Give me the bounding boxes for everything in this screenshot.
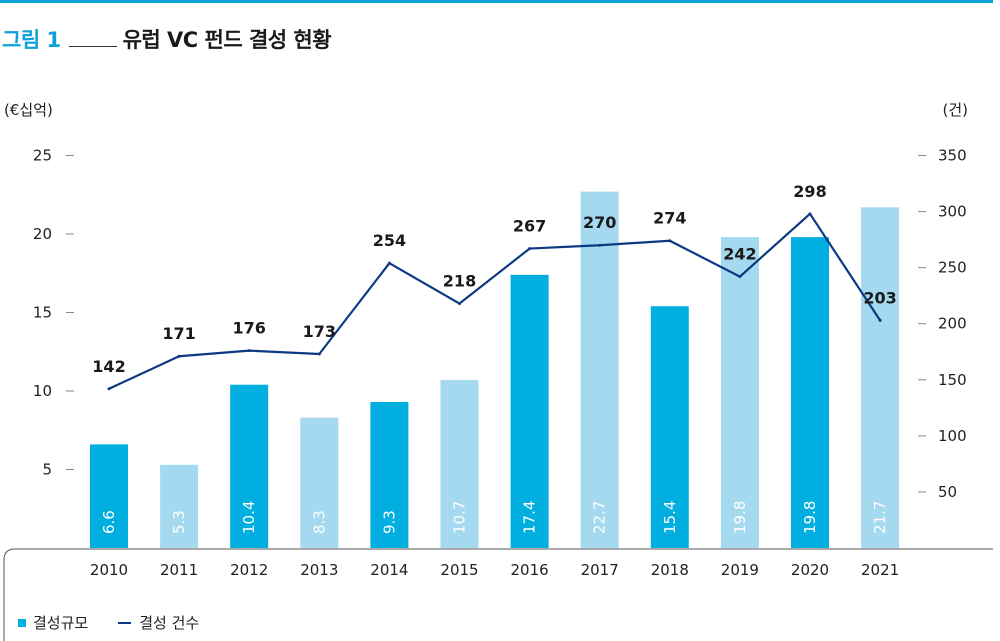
bar-value-label: 5.3: [170, 510, 188, 534]
y-left-tick-label: 10: [33, 382, 52, 400]
count-point: [107, 387, 111, 391]
page-title: 유럽 VC 펀드 결성 현황: [122, 28, 332, 52]
x-tick-label: 2018: [651, 561, 689, 579]
count-point: [317, 352, 321, 356]
count-point: [668, 239, 672, 243]
y-left-tick-label: 5: [42, 461, 52, 479]
y-right-tick-label: 50: [938, 483, 957, 501]
count-point: [598, 243, 602, 247]
y-left-tick-label: 15: [33, 304, 52, 322]
y-right-tick-label: 150: [938, 371, 967, 389]
y-right-tick-label: 350: [938, 147, 967, 165]
count-value-label: 142: [92, 357, 125, 376]
count-value-label: 176: [232, 319, 265, 338]
count-point: [458, 302, 461, 306]
bar-value-label: 19.8: [801, 501, 819, 534]
y-right-tick-label: 300: [938, 203, 967, 221]
x-tick-label: 2015: [440, 561, 478, 579]
bar: [370, 401, 409, 548]
count-value-label: 173: [303, 322, 336, 341]
bar-value-label: 6.6: [100, 510, 118, 534]
count-point: [808, 212, 812, 216]
legend-line-swatch: [118, 621, 132, 624]
x-tick-label: 2019: [721, 561, 759, 579]
bar-value-label: 10.4: [240, 501, 258, 534]
bar-value-label: 21.7: [871, 501, 889, 534]
bar-value-label: 10.7: [451, 501, 469, 534]
y-right-tick-label: 250: [938, 259, 967, 277]
bar: [230, 384, 269, 548]
x-tick-label: 2020: [791, 561, 829, 579]
figure-label: 그림 1: [2, 28, 61, 52]
count-value-label: 242: [723, 245, 756, 264]
bar-value-label: 15.4: [661, 501, 679, 534]
y-left-tick-label: 25: [33, 147, 52, 165]
title-rule: [68, 28, 117, 47]
x-tick-label: 2010: [90, 561, 128, 579]
bar: [90, 444, 128, 548]
count-value-label: 267: [513, 217, 546, 236]
bar-value-label: 17.4: [521, 501, 539, 534]
bar: [580, 191, 619, 549]
count-point: [387, 261, 391, 265]
x-tick-label: 2016: [511, 561, 549, 579]
x-axis-baseline: [3, 548, 993, 641]
count-value-label: 218: [443, 272, 476, 291]
y-left-unit: (€십억): [4, 101, 53, 119]
count-value-label: 270: [583, 213, 616, 232]
figure-title: 그림 1 유럽 VC 펀드 결성 현황: [2, 24, 332, 54]
count-value-label: 254: [373, 231, 406, 250]
x-tick-label: 2013: [300, 561, 338, 579]
count-point: [528, 247, 532, 251]
y-right-unit: (건): [942, 101, 968, 119]
count-point: [247, 349, 251, 353]
bar: [160, 464, 199, 548]
y-right-tick-label: 200: [938, 315, 967, 333]
bar-value-label: 8.3: [310, 510, 328, 534]
bar-value-label: 19.8: [731, 501, 749, 534]
count-value-label: 171: [162, 324, 195, 343]
bar: [440, 380, 479, 548]
legend-bar-label: 결성규모: [33, 614, 89, 632]
bar: [300, 417, 339, 548]
count-value-label: 298: [793, 182, 826, 201]
x-tick-label: 2017: [581, 561, 619, 579]
x-tick-label: 2021: [861, 561, 899, 579]
bar-value-label: 22.7: [591, 501, 609, 534]
bar: [791, 237, 829, 548]
count-value-label: 274: [653, 209, 686, 228]
count-point: [738, 275, 742, 279]
bar: [720, 237, 759, 548]
legend-line-label: 결성 건수: [139, 614, 200, 632]
bar-value-label: 9.3: [380, 510, 398, 534]
count-point: [878, 318, 882, 322]
count-series-line: [108, 212, 882, 390]
top-rule: [0, 0, 993, 3]
count-point: [177, 354, 181, 358]
legend: 결성규모 결성 건수: [18, 612, 199, 633]
bar: [510, 274, 549, 548]
x-tick-label: 2014: [370, 561, 408, 579]
x-tick-label: 2012: [230, 561, 268, 579]
x-tick-label: 2011: [160, 561, 198, 579]
y-right-tick-label: 100: [938, 427, 967, 445]
y-left-tick-label: 20: [33, 225, 52, 243]
legend-bar-swatch: [18, 618, 26, 627]
bar: [861, 207, 900, 548]
bar: [650, 306, 689, 548]
count-value-label: 203: [863, 288, 896, 307]
